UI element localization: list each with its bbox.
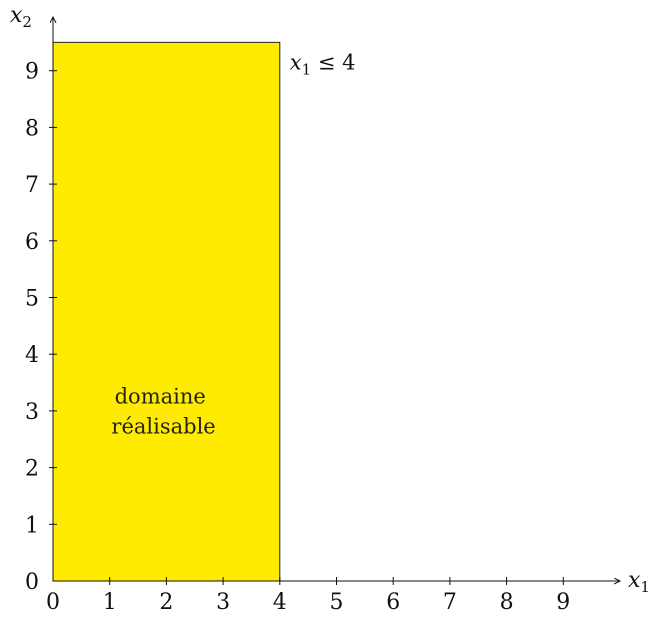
feasible-region-label-line-1: domaine [115,385,206,409]
y-tick-label: 6 [25,230,39,255]
x-axis-label-subscript: 1 [640,578,650,596]
x-tick-label: 5 [330,590,344,615]
y-axis-label: x2 [10,3,32,31]
constraint-label-subscript: 1 [302,61,312,79]
feasible-region-label: domaine réalisable [111,385,215,439]
x-tick-label: 3 [216,590,230,615]
y-axis-label-subscript: 2 [22,13,32,31]
x-tick-label: 6 [386,590,400,615]
constraint-label: x1 ≤ 4 [290,51,356,79]
x-axis-label-var: x [628,568,641,593]
x-tick-label: 7 [443,590,457,615]
y-axis-label-var: x [10,3,23,28]
x-axis-label: x1 [628,568,650,596]
x-tick-label: 9 [556,590,570,615]
x-tick-label: 0 [46,590,60,615]
feasible-region [52,41,281,582]
constraint-label-inequality: ≤ 4 [311,51,355,75]
feasible-region-label-line-2: réalisable [111,415,215,439]
y-tick-label: 2 [25,457,39,482]
y-tick-label: 4 [25,343,39,368]
x-tick-label: 8 [500,590,514,615]
x-tick-label: 2 [159,590,173,615]
x-axis-ticks: 0 1 2 3 4 5 6 7 8 9 [46,577,570,615]
constraint-label-var: x [290,51,302,75]
y-tick-label: 5 [25,287,39,312]
x-tick-label: 1 [103,590,117,615]
y-tick-label: 3 [25,400,39,425]
y-axis-ticks: 0 1 2 3 4 5 6 7 8 9 [25,60,57,595]
y-tick-label: 9 [25,60,39,85]
y-tick-label: 1 [25,513,39,538]
y-tick-label: 7 [25,173,39,198]
x-tick-label: 4 [273,590,287,615]
y-tick-label: 8 [25,116,39,141]
y-tick-label: 0 [25,570,39,595]
